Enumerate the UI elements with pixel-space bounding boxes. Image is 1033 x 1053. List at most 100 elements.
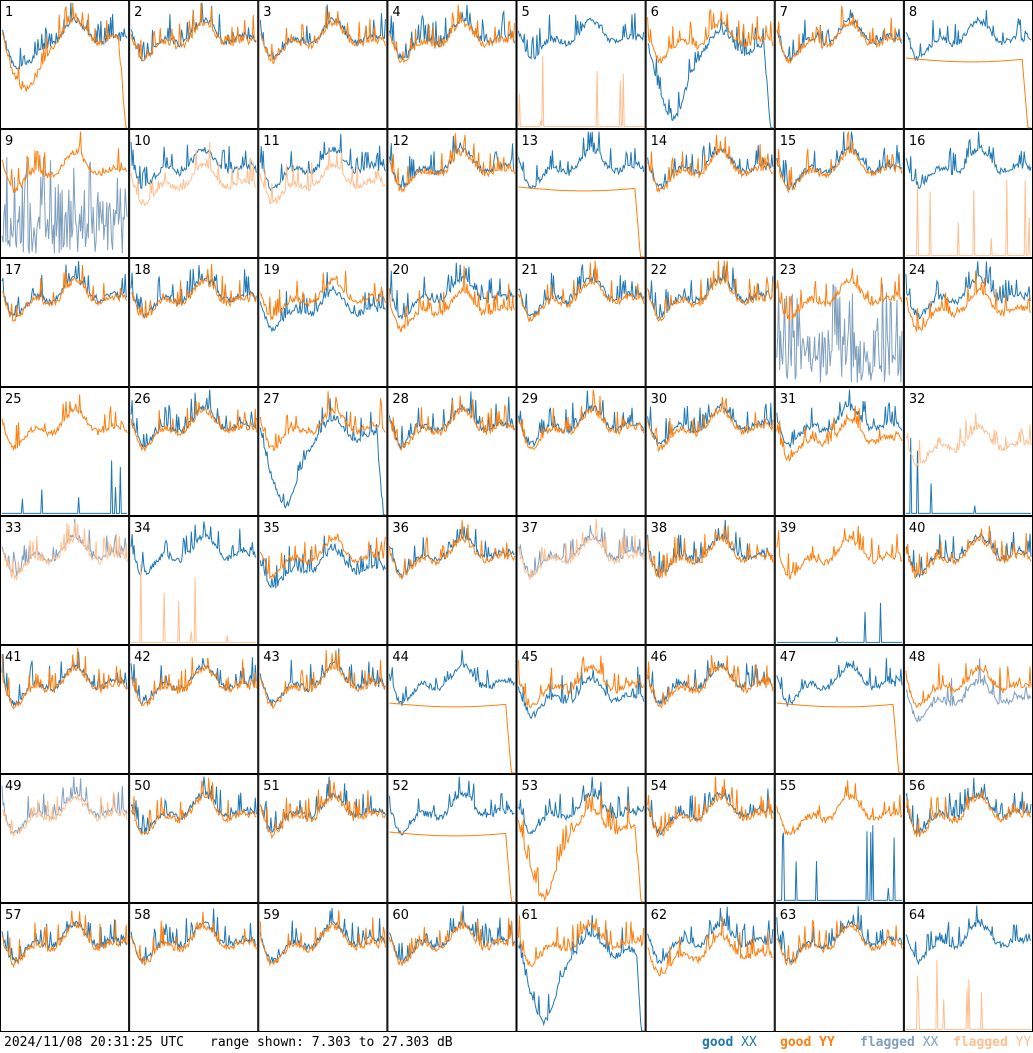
timestamp: 2024/11/08 20:31:25 UTC <box>4 1035 185 1050</box>
panel-22-yy-line <box>647 260 774 322</box>
panel-27: 27 <box>258 387 388 516</box>
panel-7-yy-line <box>776 5 903 65</box>
panel-32: 32 <box>903 387 1033 516</box>
panel-label: 60 <box>392 908 409 923</box>
panel-6-yy-line <box>647 8 774 65</box>
panel-15-yy-line <box>776 131 903 194</box>
panel-24-yy-line <box>905 270 1032 332</box>
panel-11: 11 <box>258 129 388 258</box>
panel-34-yy-line <box>131 565 257 643</box>
panel-label: 22 <box>651 263 668 278</box>
panel-28: 28 <box>387 387 517 516</box>
panel-12: 12 <box>387 129 517 258</box>
panel-label: 23 <box>780 263 797 278</box>
panel-label: 16 <box>909 134 926 149</box>
panel-13-frame <box>516 129 646 258</box>
panel-27-xx-line <box>259 398 386 516</box>
panel-26-yy-line <box>130 400 257 452</box>
panel-30-xx-line <box>647 401 774 447</box>
panel-49-xx-line <box>1 776 128 835</box>
panel-26-xx-line <box>130 389 257 450</box>
panel-63-yy-line <box>776 919 903 967</box>
panel-4-yy-line <box>389 4 515 64</box>
panel-53: 53 <box>516 774 646 903</box>
panel-34-frame <box>129 516 259 645</box>
panel-42-xx-line <box>130 657 257 706</box>
panel-29: 29 <box>516 387 646 516</box>
panel-25-frame <box>0 387 130 516</box>
panel-label: 42 <box>134 650 151 665</box>
panel-53-xx-line <box>518 776 645 835</box>
legend-flagged-yy-pol: YY <box>1015 1035 1032 1050</box>
panel-39-yy-line <box>776 525 903 580</box>
panel-10: 10 <box>129 129 259 258</box>
panel-10-frame <box>129 129 259 258</box>
panel-label: 11 <box>263 134 280 149</box>
panel-61-xx-line <box>518 914 644 1032</box>
panel-label: 40 <box>909 521 926 536</box>
panel-45-yy-line <box>518 655 645 709</box>
panel-label: 26 <box>134 392 151 407</box>
panel-label: 31 <box>780 392 797 407</box>
panel-label: 13 <box>522 134 539 149</box>
panel-5-frame <box>516 0 646 129</box>
panel-30-yy-line <box>647 396 774 453</box>
panel-62: 62 <box>645 903 775 1032</box>
legend-flagged-xx: flagged XX <box>860 1035 938 1050</box>
panel-9-yy-line <box>1 131 128 193</box>
panel-label: 21 <box>522 263 539 278</box>
panel-41-xx-line <box>1 651 128 708</box>
legend-good-yy-pol: YY <box>819 1035 835 1050</box>
panel-3: 3 <box>258 0 388 129</box>
panel-64-yy-line <box>905 959 1031 1030</box>
panel-label: 10 <box>134 134 151 149</box>
panel-7: 7 <box>774 0 904 129</box>
panel-41-yy-line <box>1 647 128 710</box>
panel-40-frame <box>903 516 1033 645</box>
panel-label: 4 <box>392 5 400 20</box>
panel-15-frame <box>774 129 904 258</box>
panel-40-yy-line <box>905 525 1032 579</box>
panel-20: 20 <box>387 258 517 387</box>
panel-label: 58 <box>134 908 151 923</box>
panel-49-yy-line <box>1 792 128 837</box>
panel-36: 36 <box>387 516 517 645</box>
legend-flagged-yy: flagged YY <box>953 1035 1031 1050</box>
panel-label: 54 <box>651 779 668 794</box>
panel-51-frame <box>258 774 388 903</box>
panel-52-xx-line <box>388 776 515 836</box>
panel-label: 64 <box>909 908 926 923</box>
panel-8-frame <box>903 0 1033 129</box>
panel-14: 14 <box>645 129 775 258</box>
panel-39-xx-line <box>776 602 902 643</box>
panel-24-xx-line <box>905 261 1032 320</box>
panel-50-yy-line <box>130 777 257 836</box>
panel-52-yy-line <box>389 831 515 903</box>
panel-label: 29 <box>522 392 539 407</box>
panel-label: 55 <box>780 779 797 794</box>
panel-8-yy-line <box>905 57 1031 129</box>
panel-18: 18 <box>129 258 259 387</box>
panel-20-yy-line <box>388 266 515 333</box>
panel-40: 40 <box>903 516 1033 645</box>
panel-36-yy-line <box>388 519 515 580</box>
panel-6-frame <box>645 0 775 129</box>
panel-16: 16 <box>903 129 1033 258</box>
panel-42-yy-line <box>130 657 257 708</box>
panel-label: 15 <box>780 134 797 149</box>
panel-label: 33 <box>5 521 22 536</box>
panel-label: 28 <box>392 392 409 407</box>
panel-1-yy-line <box>1 2 128 129</box>
panel-label: 38 <box>651 521 668 536</box>
panel-39-frame <box>774 516 904 645</box>
panel-label: 37 <box>522 521 539 536</box>
panel-19: 19 <box>258 258 388 387</box>
panel-61: 61 <box>516 903 646 1032</box>
panel-label: 6 <box>651 5 659 20</box>
panel-26: 26 <box>129 387 259 516</box>
panel-label: 51 <box>263 779 280 794</box>
panel-22: 22 <box>645 258 775 387</box>
panel-label: 63 <box>780 908 797 923</box>
panel-44: 44 <box>387 645 517 774</box>
